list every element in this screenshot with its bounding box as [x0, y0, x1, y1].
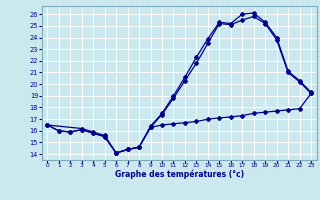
X-axis label: Graphe des températures (°c): Graphe des températures (°c): [115, 170, 244, 179]
